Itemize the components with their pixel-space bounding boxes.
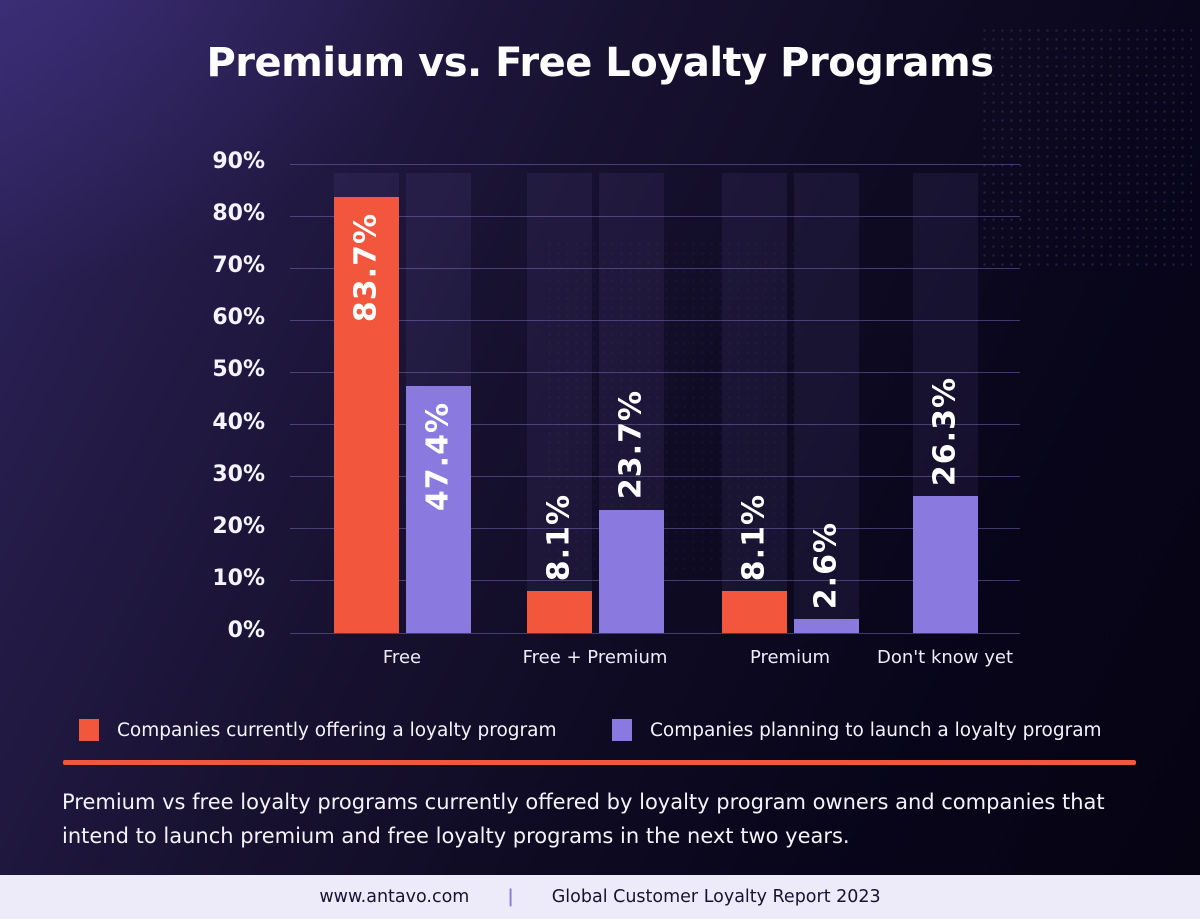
page-title: Premium vs. Free Loyalty Programs: [206, 40, 994, 86]
gridline: [290, 215, 1020, 217]
bar-free: 83.7%: [333, 196, 399, 633]
bar-value-label: 23.7%: [613, 390, 649, 500]
x-axis-category-label: Free: [382, 647, 422, 668]
x-axis-category-label: Free + Premium: [522, 647, 668, 668]
legend-swatch-current: [79, 719, 99, 741]
bar-value-label: 83.7%: [348, 212, 384, 322]
gridline: [290, 424, 1020, 426]
footer-site-url: www.antavo.com: [319, 887, 470, 907]
y-axis-tick-label: 70%: [212, 253, 265, 279]
y-axis-tick-label: 30%: [212, 461, 265, 487]
bar-free: 47.4%: [405, 386, 471, 633]
bar-don-t-know-yet: 26.3%: [912, 377, 978, 633]
y-axis-tick-label: 40%: [212, 409, 265, 435]
legend-label: Companies currently offering a loyalty p…: [117, 719, 557, 741]
bar-free-premium: 8.1%: [526, 494, 592, 633]
bar-value-label: 26.3%: [927, 376, 963, 486]
bar-track: [793, 173, 859, 633]
legend-item: Companies planning to launch a loyalty p…: [612, 719, 1102, 741]
y-axis-tick-label: 90%: [212, 149, 265, 174]
x-axis-category-label: Don't know yet: [876, 647, 1014, 668]
y-axis-tick-label: 60%: [212, 305, 265, 331]
gridline: [290, 163, 1020, 165]
bar-value-label: 47.4%: [420, 402, 456, 512]
footer-report-title: Global Customer Loyalty Report 2023: [551, 887, 881, 907]
bar-value-label: 8.1%: [736, 493, 772, 581]
gridline: [290, 267, 1020, 269]
bar-premium: 2.6%: [793, 522, 859, 633]
y-axis-tick-label: 0%: [227, 618, 265, 643]
x-axis-category-label: Premium: [749, 647, 831, 668]
bar-track: [526, 173, 592, 633]
bar-chart-plot-area: 83.7% 47.4% 8.1% 23.7% 8.1% 2.6% 26.3%: [290, 163, 1020, 634]
legend-item: Companies currently offering a loyalty p…: [79, 719, 557, 741]
bar-premium: 8.1%: [721, 494, 787, 633]
bar-track: [721, 173, 787, 633]
y-axis-tick-label: 50%: [212, 357, 265, 383]
bar-value-label: 8.1%: [541, 493, 577, 581]
bar-free-premium: 23.7%: [598, 390, 664, 633]
footer-bar: www.antavo.com | Global Customer Loyalty…: [0, 875, 1200, 919]
chart-caption: Premium vs free loyalty programs current…: [62, 790, 1105, 848]
y-axis-tick-label: 10%: [212, 565, 265, 591]
bar-value-label: 2.6%: [808, 522, 844, 610]
legend-label: Companies planning to launch a loyalty p…: [650, 719, 1102, 741]
y-axis-tick-label: 20%: [212, 513, 265, 539]
legend-swatch-planning: [612, 719, 632, 741]
gridline: [290, 632, 1020, 634]
gridline: [290, 319, 1020, 321]
y-axis-tick-label: 80%: [212, 201, 265, 227]
footer-separator: |: [507, 887, 514, 907]
gridline: [290, 476, 1020, 478]
accent-divider-line: [63, 760, 1136, 765]
gridline: [290, 371, 1020, 373]
